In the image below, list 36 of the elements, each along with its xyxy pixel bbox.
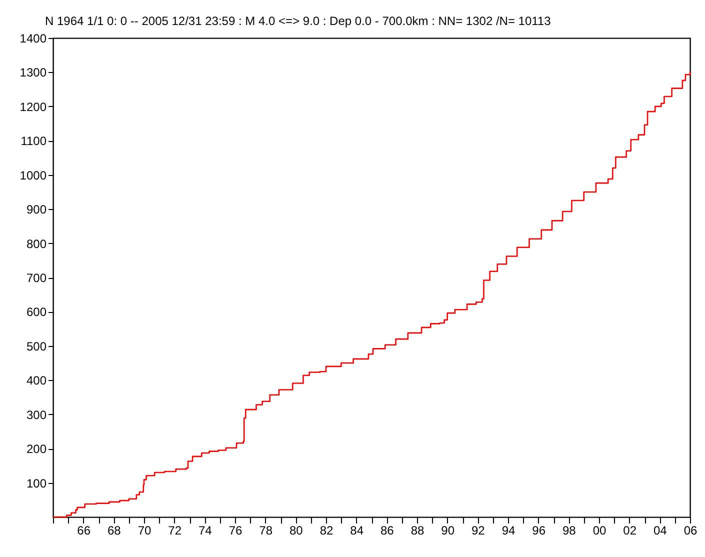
chart-title: N 1964 1/1 0: 0 -- 2005 12/31 23:59 : M 4.0 <=> 9.0 : Dep 0.0 - 700.0km : NN= 1302 /N= 10113: [45, 14, 552, 28]
y-tick-label: 700: [26, 271, 47, 285]
x-tick-label: 02: [623, 524, 637, 538]
x-tick-label: 00: [592, 524, 606, 538]
y-tick-label: 400: [26, 374, 47, 388]
y-tick-label: 1000: [20, 168, 47, 182]
y-tick-label: 900: [26, 202, 47, 217]
x-tick-label: 94: [502, 524, 516, 538]
y-tick-label: 500: [26, 339, 47, 354]
y-tick-label: 600: [26, 305, 47, 320]
y-tick-label: 1300: [20, 66, 47, 80]
y-tick-label: 1200: [20, 100, 47, 114]
x-tick-label: 92: [471, 524, 486, 538]
y-tick-label: 300: [26, 408, 47, 422]
x-tick-label: 90: [441, 524, 455, 538]
x-tick-label: 06: [684, 524, 698, 538]
x-tick-label: 86: [380, 524, 394, 538]
x-tick-label: 78: [259, 524, 273, 538]
y-tick-label: 100: [26, 476, 47, 490]
y-tick-label: 1100: [20, 134, 47, 148]
x-tick-label: 74: [198, 524, 212, 538]
y-tick-label: 200: [26, 442, 47, 456]
y-tick-label: 800: [26, 236, 47, 251]
x-tick-label: 70: [138, 524, 152, 538]
x-tick-label: 04: [653, 524, 668, 538]
x-tick-label: 68: [107, 524, 122, 538]
x-tick-label: 72: [168, 524, 182, 538]
x-tick-label: 96: [532, 524, 546, 538]
x-tick-label: 66: [77, 524, 91, 538]
x-tick-label: 98: [562, 524, 576, 538]
x-tick-label: 84: [350, 524, 364, 538]
x-tick-label: 82: [320, 524, 334, 538]
y-tick-label: 1400: [20, 32, 47, 46]
x-tick-label: 76: [228, 524, 242, 538]
x-tick-label: 88: [410, 524, 424, 538]
x-tick-label: 80: [289, 524, 304, 538]
